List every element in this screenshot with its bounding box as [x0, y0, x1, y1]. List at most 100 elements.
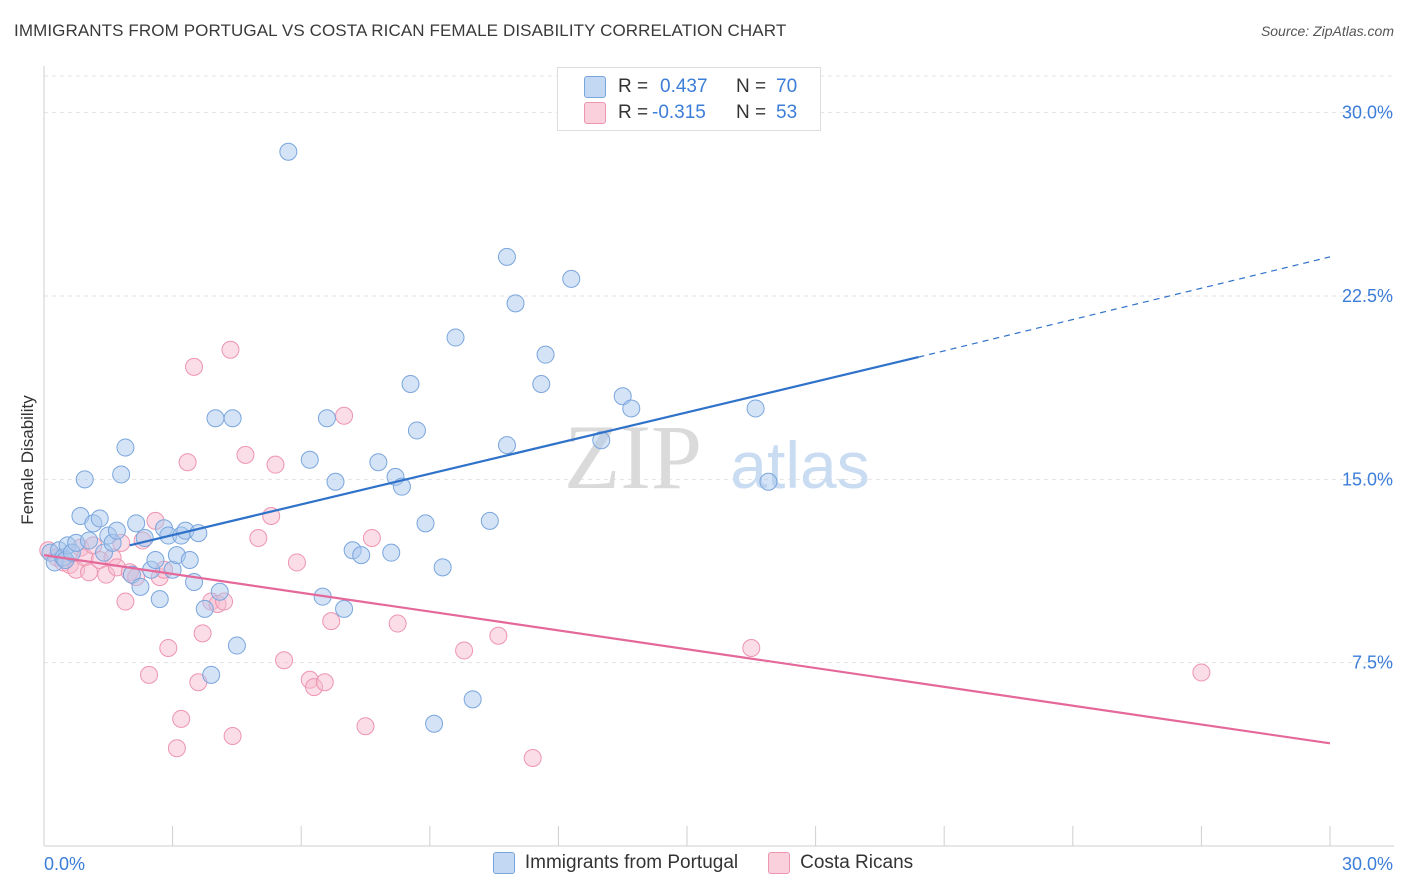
legend-swatch-blue — [492, 852, 515, 874]
data-point-costa-ricans — [335, 406, 354, 425]
data-point-immigrants-from-portugal — [463, 690, 482, 709]
data-point-immigrants-from-portugal — [107, 521, 126, 540]
trend-line-portugal-extension — [918, 256, 1331, 358]
data-point-costa-ricans — [362, 529, 381, 547]
n-value: 53 — [776, 102, 798, 123]
data-point-immigrants-from-portugal — [407, 421, 426, 440]
data-point-immigrants-from-portugal — [497, 247, 516, 266]
data-point-immigrants-from-portugal — [116, 438, 135, 457]
data-point-immigrants-from-portugal — [759, 472, 778, 491]
watermark-atlas: atlas — [730, 428, 869, 502]
data-point-immigrants-from-portugal — [446, 328, 465, 347]
data-point-costa-ricans — [185, 357, 204, 376]
data-point-immigrants-from-portugal — [223, 409, 242, 428]
x-tick-label-max: 30.0% — [1342, 854, 1393, 874]
data-point-immigrants-from-portugal — [497, 436, 516, 455]
data-point-immigrants-from-portugal — [433, 558, 452, 577]
grid-layer — [44, 75, 1394, 664]
trend-line-costa-ricans — [43, 554, 1331, 745]
data-point-immigrants-from-portugal — [90, 509, 109, 528]
data-point-immigrants-from-portugal — [401, 375, 420, 393]
r-label: R = — [618, 102, 649, 123]
data-point-costa-ricans — [116, 592, 135, 611]
data-point-costa-ricans — [322, 612, 341, 631]
data-point-immigrants-from-portugal — [506, 294, 525, 313]
data-point-costa-ricans — [1192, 663, 1211, 682]
r-value: 0.437 — [660, 76, 708, 97]
data-point-immigrants-from-portugal — [210, 582, 229, 601]
y-tick-label: 7.5% — [1352, 653, 1393, 673]
y-tick-label: 30.0% — [1342, 103, 1393, 123]
y-tick-label: 15.0% — [1342, 469, 1393, 489]
n-value: 70 — [776, 76, 798, 97]
n-label: N = — [736, 76, 767, 97]
data-point-costa-ricans — [178, 453, 197, 472]
data-point-immigrants-from-portugal — [536, 345, 555, 364]
bottom-legend: Immigrants from Portugal Costa Ricans — [0, 852, 1406, 874]
data-point-immigrants-from-portugal — [279, 142, 298, 161]
data-point-immigrants-from-portugal — [480, 511, 499, 530]
data-point-immigrants-from-portugal — [425, 714, 444, 733]
data-point-immigrants-from-portugal — [75, 470, 94, 489]
stats-row-portugal: R = 0.437 N = 70 — [584, 74, 797, 100]
data-point-costa-ricans — [523, 749, 542, 767]
data-point-costa-ricans — [287, 553, 306, 572]
y-axis-label: Female Disability — [18, 395, 37, 525]
y-tick-label: 22.5% — [1342, 286, 1393, 306]
watermark: ZIP atlas — [564, 406, 870, 508]
x-tick-label-min: 0.0% — [44, 854, 85, 874]
legend-item-costa-ricans: Costa Ricans — [768, 852, 913, 874]
data-point-immigrants-from-portugal — [613, 387, 632, 406]
data-point-costa-ricans — [742, 639, 761, 657]
swatch-pink — [584, 102, 606, 124]
data-point-immigrants-from-portugal — [317, 409, 336, 428]
legend-label-costa-ricans: Costa Ricans — [800, 852, 914, 873]
data-point-immigrants-from-portugal — [127, 514, 146, 533]
data-point-costa-ricans — [236, 445, 255, 464]
data-point-immigrants-from-portugal — [335, 599, 354, 618]
data-point-immigrants-from-portugal — [122, 565, 141, 584]
data-point-immigrants-from-portugal — [532, 375, 551, 393]
data-point-costa-ricans — [315, 673, 334, 692]
data-point-costa-ricans — [159, 639, 178, 657]
data-point-costa-ricans — [193, 624, 212, 643]
axis-layer: 7.5% 15.0% 22.5% 30.0% 0.0% 30.0% — [43, 66, 1394, 874]
stats-legend-box: R = 0.437 N = 70 R = -0.315 N = 53 — [557, 67, 821, 131]
data-point-costa-ricans — [266, 455, 285, 474]
data-point-costa-ricans — [172, 709, 191, 728]
data-point-costa-ricans — [221, 340, 240, 359]
swatch-blue — [584, 76, 606, 98]
legend-swatch-pink — [768, 852, 791, 874]
trend-layer — [43, 256, 1331, 745]
data-point-immigrants-from-portugal — [80, 531, 99, 550]
data-point-costa-ricans — [356, 717, 375, 736]
data-point-immigrants-from-portugal — [180, 551, 199, 569]
data-point-immigrants-from-portugal — [746, 399, 765, 418]
data-point-immigrants-from-portugal — [146, 551, 165, 569]
stats-row-costa-ricans: R = -0.315 N = 53 — [584, 100, 797, 126]
data-point-costa-ricans — [489, 626, 508, 645]
data-point-immigrants-from-portugal — [112, 465, 131, 484]
data-point-immigrants-from-portugal — [131, 577, 150, 596]
chart-title: IMMIGRANTS FROM PORTUGAL VS COSTA RICAN … — [14, 21, 787, 40]
data-point-immigrants-from-portugal — [369, 453, 388, 472]
r-label: R = — [618, 76, 649, 97]
chart-source: Source: ZipAtlas.com — [1260, 23, 1394, 39]
data-point-costa-ricans — [167, 739, 186, 758]
watermark-zip: ZIP — [564, 406, 702, 508]
n-label: N = — [736, 102, 767, 123]
data-point-costa-ricans — [388, 614, 407, 633]
data-point-immigrants-from-portugal — [382, 543, 401, 562]
legend-item-portugal: Immigrants from Portugal — [492, 852, 739, 874]
data-point-immigrants-from-portugal — [227, 636, 246, 655]
data-point-immigrants-from-portugal — [562, 269, 581, 288]
data-point-immigrants-from-portugal — [352, 546, 371, 565]
data-point-immigrants-from-portugal — [202, 665, 221, 684]
data-point-costa-ricans — [275, 651, 294, 670]
data-point-costa-ricans — [223, 727, 242, 745]
data-point-immigrants-from-portugal — [195, 599, 214, 618]
legend-label-portugal: Immigrants from Portugal — [524, 852, 739, 873]
data-point-immigrants-from-portugal — [622, 399, 641, 418]
data-point-costa-ricans — [249, 529, 268, 547]
